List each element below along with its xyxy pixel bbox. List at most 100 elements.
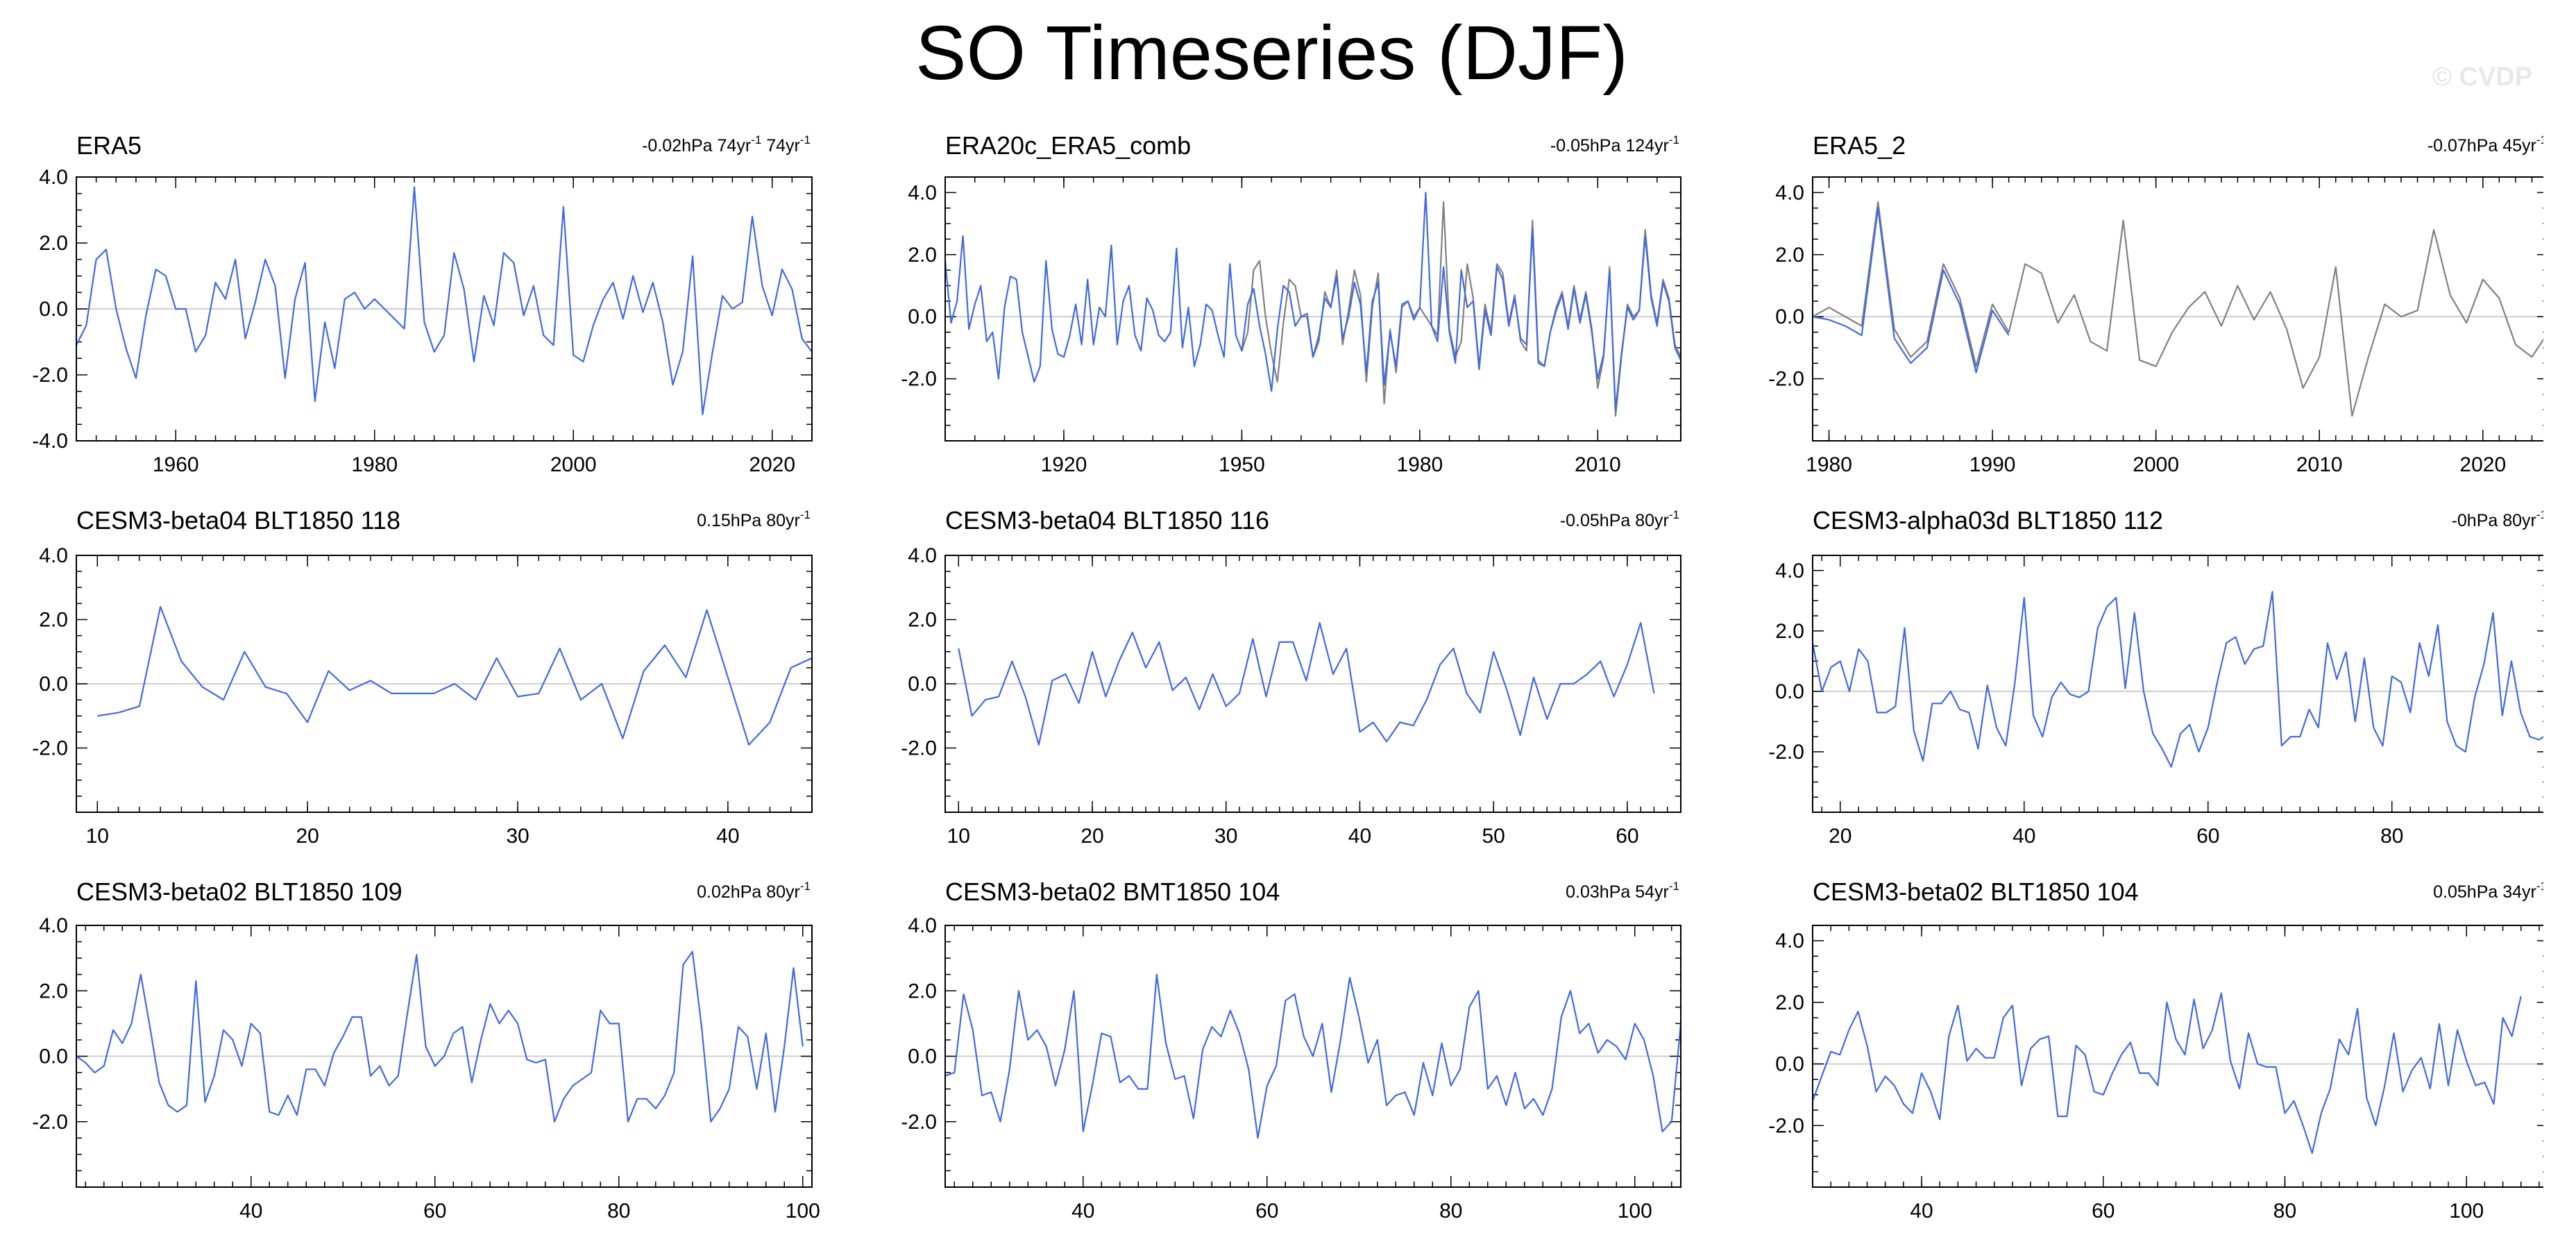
x-tick-label: 1960 (153, 453, 199, 476)
trend-length: 80yr (766, 882, 800, 902)
trend-unit-exponent: -1 (800, 508, 811, 521)
y-tick-label: -2.0 (901, 368, 937, 391)
series-line-1 (945, 973, 1681, 1139)
chart-panel-1: ERA5 -0.02hPa 74yr-1 74yr-1-4.0-2.00.02.0… (32, 131, 813, 476)
panel-title: ERA5 (76, 131, 142, 160)
trend-unit-exponent: -1 (751, 133, 761, 146)
x-tick-label: 40 (239, 1200, 262, 1223)
chart-panel-6: CESM3-alpha03d BLT1850 112 -0hPa 80yr-1 -2… (1768, 506, 2543, 848)
y-tick-label: -2.0 (1768, 741, 1804, 764)
y-tick-label: 4.0 (1775, 181, 1804, 204)
x-tick-label: 2000 (550, 453, 597, 476)
y-tick-label: 4.0 (1775, 560, 1804, 582)
x-tick-label: 50 (1482, 825, 1505, 848)
x-tick-label: 30 (506, 825, 529, 848)
panel-title: CESM3-beta04 BLT1850 118 (76, 506, 400, 535)
series-line-1 (1813, 992, 2522, 1154)
y-tick-label: 0.0 (1775, 1053, 1804, 1076)
plot-frame (944, 925, 1681, 1188)
y-tick-label: 2.0 (39, 232, 68, 255)
y-tick-label: 2.0 (1775, 991, 1804, 1014)
x-tick-label: 2010 (2296, 453, 2343, 476)
y-tick-label: 0.0 (39, 298, 68, 321)
panel-trend-stat: 0.15hPa 80yr-1 (697, 508, 811, 530)
y-tick-label: -2.0 (901, 1111, 937, 1134)
panel-title: ERA5_2 (1813, 131, 1906, 160)
trend-value: 0.02hPa (697, 882, 766, 902)
chart-panel-5: CESM3-beta04 BLT1850 116 -0.05hPa 80yr-1-… (901, 506, 1681, 848)
trend-length: 54yr (1635, 882, 1669, 902)
series-line-2 (1813, 207, 2010, 373)
trend-value: 0.15hPa (697, 511, 766, 530)
trend-value: -0.05hPa (1550, 136, 1625, 156)
y-tick-label: 0.0 (39, 673, 68, 696)
plot-frame (944, 176, 1681, 442)
y-tick-label: 2.0 (39, 609, 68, 632)
x-tick-label: 20 (296, 825, 319, 848)
trend-length: 80yr (766, 511, 800, 530)
chart-panel-7: CESM3-beta02 BLT1850 109 0.02hPa 80yr-1 -2… (32, 877, 820, 1223)
series-line-1 (1241, 201, 1681, 417)
y-tick-label: 0.0 (908, 305, 937, 328)
y-tick-label: -2.0 (32, 737, 68, 760)
chart-panel-4: CESM3-beta04 BLT1850 118 0.15hPa 80yr-1 -2… (32, 506, 813, 848)
x-tick-label: 40 (716, 825, 739, 848)
panel-title: CESM3-beta04 BLT1850 116 (945, 506, 1269, 535)
x-tick-label: 1990 (1969, 453, 2016, 476)
panel-trend-stat: -0hPa 80yr-1 (2452, 508, 2543, 530)
plot-frame (76, 925, 813, 1188)
y-tick-label: 0.0 (908, 673, 937, 696)
x-tick-label: 2020 (749, 453, 795, 476)
panel-title: CESM3-alpha03d BLT1850 112 (1813, 506, 2163, 535)
y-tick-label: -2.0 (32, 364, 68, 387)
panel-title: CESM3-beta02 BLT1850 104 (1813, 877, 2139, 906)
x-tick-label: 1980 (351, 453, 398, 476)
y-tick-label: 2.0 (908, 244, 937, 267)
series-line-1 (1813, 201, 2543, 417)
panel-trend-stat: -0.02hPa 74yr-1 74yr-1 (642, 133, 811, 156)
series-line-1 (76, 950, 804, 1123)
x-tick-label: 60 (423, 1200, 446, 1223)
series-line-1 (958, 621, 1655, 746)
x-tick-label: 40 (1348, 825, 1371, 848)
y-tick-label: 4.0 (39, 544, 68, 567)
trend-length: 80yr (1635, 511, 1669, 530)
x-tick-label: 80 (2380, 825, 2403, 848)
x-tick-label: 100 (1618, 1200, 1652, 1223)
chart-panel-8: CESM3-beta02 BMT1850 104 0.03hPa 54yr-1 -2… (901, 877, 1681, 1223)
y-tick-label: 0.0 (908, 1045, 937, 1068)
plot-frame (1812, 925, 2543, 1188)
trend-length: 74yr (718, 136, 752, 156)
trend-length: 45yr (2502, 136, 2536, 156)
x-tick-label: 60 (1616, 825, 1638, 848)
trend-value: 0.03hPa (1566, 882, 1635, 902)
x-tick-label: 10 (947, 825, 970, 848)
panel-title: ERA20c_ERA5_comb (945, 131, 1191, 160)
panel-trend-stat: -0.05hPa 124yr-1 (1550, 133, 1679, 156)
y-tick-label: 4.0 (39, 166, 68, 189)
x-tick-label: 2020 (2459, 453, 2506, 476)
plot-frame (944, 555, 1681, 813)
x-tick-label: 60 (2092, 1200, 2115, 1223)
y-tick-label: -2.0 (901, 737, 937, 760)
x-tick-label: 20 (1829, 825, 1852, 848)
trend-unit-exponent: -1 (1669, 133, 1679, 146)
trend-unit-exponent: -1 (2536, 880, 2543, 893)
x-tick-label: 60 (2196, 825, 2219, 848)
x-tick-label: 1980 (1396, 453, 1443, 476)
trend-unit-exponent: -1 (1669, 508, 1679, 521)
series-line-1 (97, 605, 812, 746)
panel-trend-stat: -0.05hPa 80yr-1 (1560, 508, 1679, 530)
series-line-1 (76, 186, 812, 416)
x-tick-label: 1950 (1219, 453, 1265, 476)
panel-trend-stat: 0.03hPa 54yr-1 (1566, 880, 1679, 902)
x-tick-label: 10 (86, 825, 109, 848)
y-tick-label: -2.0 (1768, 368, 1804, 391)
plot-frame (1812, 176, 2543, 442)
x-tick-label: 80 (607, 1200, 630, 1223)
x-tick-label: 100 (2449, 1200, 2484, 1223)
x-tick-label: 80 (1439, 1200, 1462, 1223)
x-tick-label: 40 (1071, 1200, 1094, 1223)
y-tick-label: 0.0 (1775, 305, 1804, 328)
x-tick-label: 2010 (1575, 453, 1621, 476)
